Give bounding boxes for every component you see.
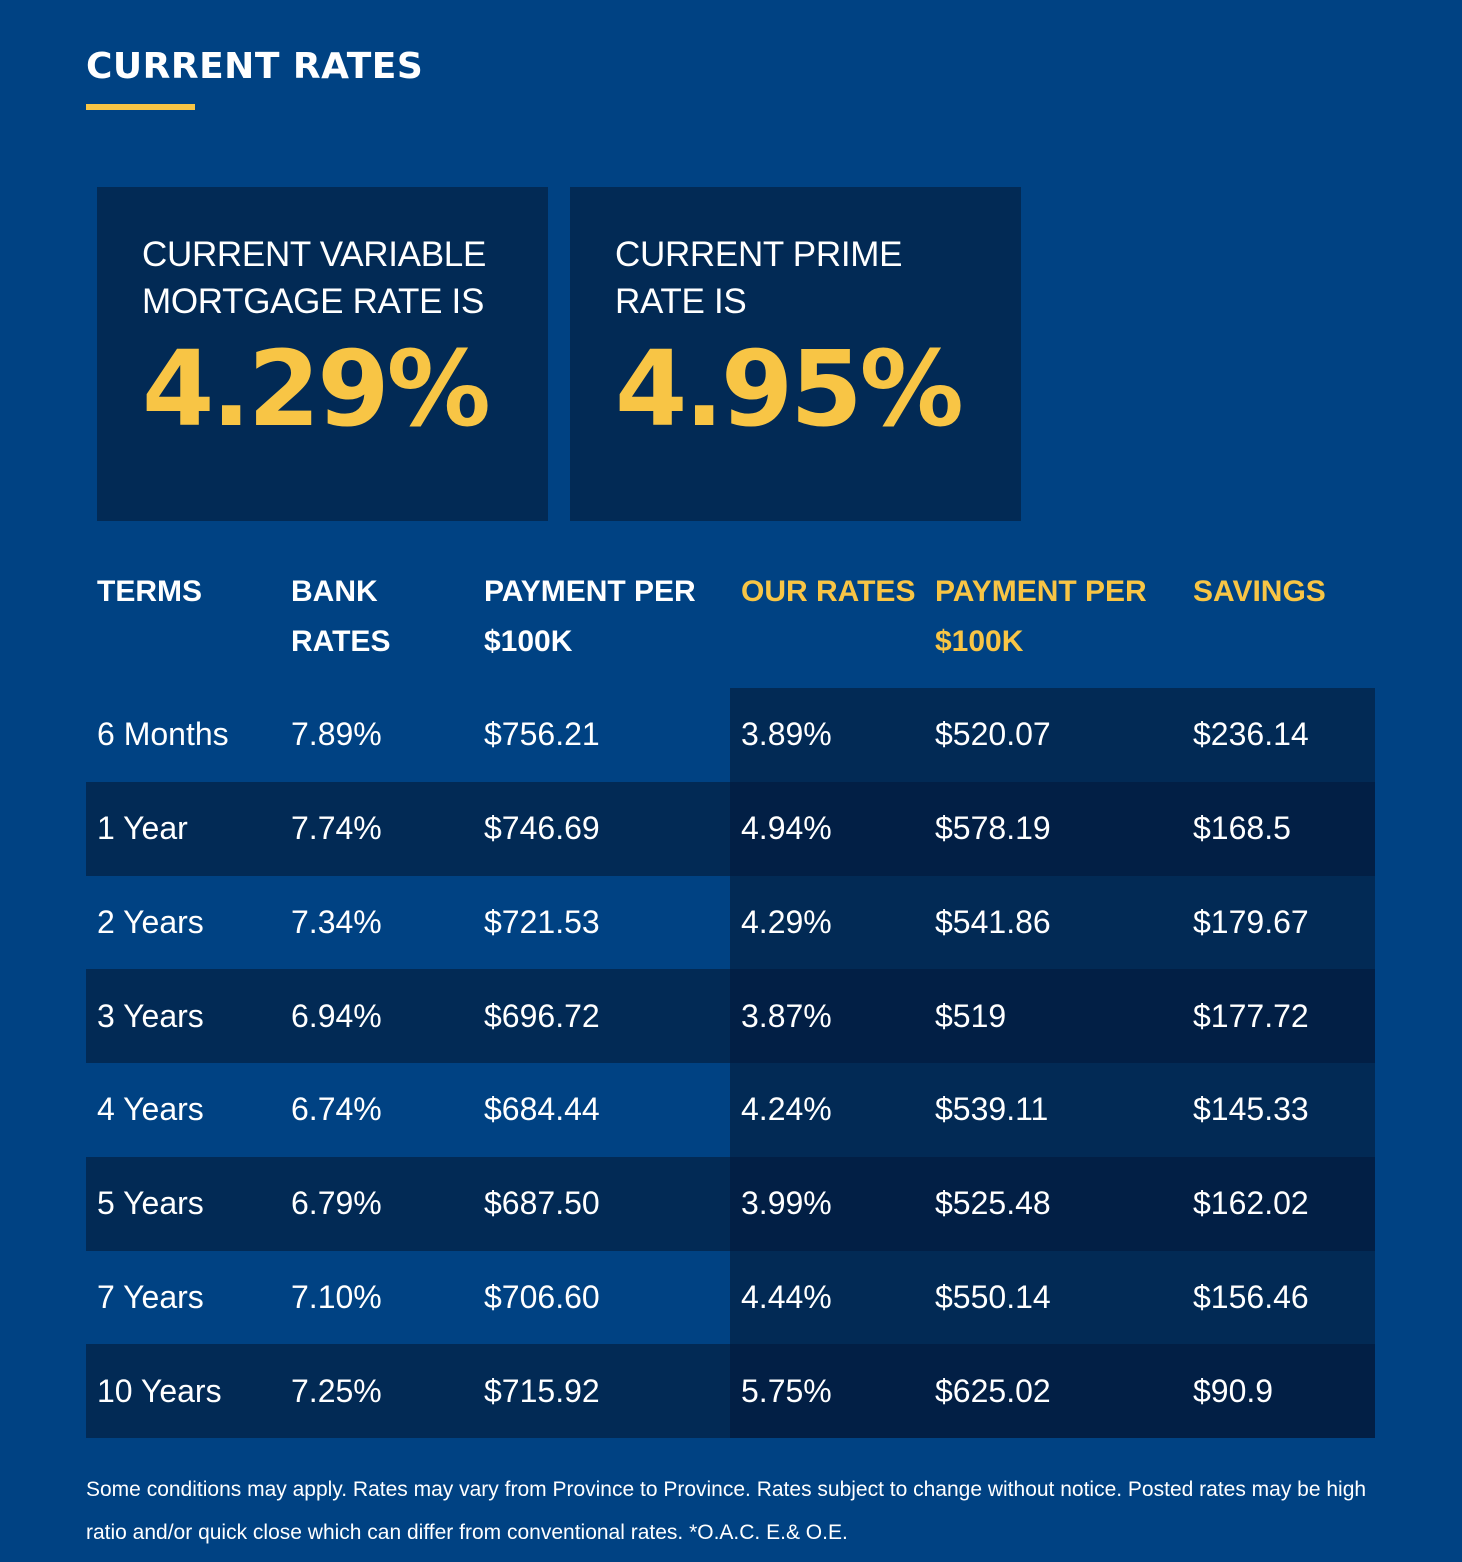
table-row: 2 Years 7.34% $721.53 4.29% $541.86 $179.67	[86, 875, 1375, 970]
our-payment-cell: $525.48	[935, 1185, 1051, 1222]
table-row: 4 Years 6.74% $684.44 4.24% $539.11 $145.33	[86, 1063, 1375, 1157]
table-row: 5 Years 6.79% $687.50 3.99% $525.48 $162.02	[86, 1156, 1375, 1251]
bank-payment-cell: $746.69	[484, 810, 600, 847]
bank-section: 4 Years 6.74% $684.44	[86, 1063, 730, 1157]
bank-section: 6 Months 7.89% $756.21	[86, 688, 730, 782]
savings-cell: $179.67	[1193, 903, 1309, 940]
table-row: 3 Years 6.94% $696.72 3.87% $519 $177.72	[86, 969, 1375, 1063]
term-cell: 10 Years	[97, 1372, 222, 1409]
our-section: 3.89% $520.07 $236.14	[730, 688, 1375, 782]
table-row: 6 Months 7.89% $756.21 3.89% $520.07 $236.14	[86, 688, 1375, 782]
bank-payment-cell: $721.53	[484, 903, 600, 940]
our-section: 4.94% $578.19 $168.5	[730, 781, 1375, 876]
savings-cell: $177.72	[1193, 997, 1309, 1034]
our-section: 4.29% $541.86 $179.67	[730, 875, 1375, 970]
bank-payment-cell: $715.92	[484, 1372, 600, 1409]
savings-cell: $156.46	[1193, 1278, 1309, 1315]
header-bank-rates: BANK RATES	[291, 575, 391, 658]
table-body: 6 Months 7.89% $756.21 3.89% $520.07 $236.14 1…	[86, 688, 1375, 1438]
our-section: 5.75% $625.02 $90.9	[730, 1344, 1375, 1438]
bank-section: 3 Years 6.94% $696.72	[86, 969, 730, 1063]
our-payment-cell: $539.11	[935, 1091, 1049, 1128]
our-section: 4.24% $539.11 $145.33	[730, 1063, 1375, 1157]
bank-payment-cell: $706.60	[484, 1278, 600, 1315]
header-bank-payment: PAYMENT PER $100K	[484, 575, 696, 658]
bank-section: 1 Year 7.74% $746.69	[86, 781, 730, 876]
our-payment-cell: $578.19	[935, 810, 1051, 847]
bank-rate-cell: 6.79%	[291, 1185, 382, 1222]
bank-payment-cell: $687.50	[484, 1185, 600, 1222]
bank-rate-cell: 7.25%	[291, 1372, 382, 1409]
our-rate-cell: 4.29%	[741, 903, 832, 940]
term-cell: 3 Years	[97, 997, 204, 1034]
term-cell: 1 Year	[97, 810, 188, 847]
bank-section: 2 Years 7.34% $721.53	[86, 876, 730, 970]
rates-table: TERMS BANK RATES PAYMENT PER $100K OUR R…	[86, 560, 1375, 1438]
bank-payment-cell: $696.72	[484, 997, 600, 1034]
our-rate-cell: 5.75%	[741, 1372, 832, 1409]
our-rate-cell: 3.87%	[741, 997, 832, 1034]
title-underline	[86, 104, 195, 110]
our-payment-cell: $550.14	[935, 1278, 1051, 1315]
header-our-rates: OUR RATES	[741, 575, 916, 608]
table-row: 7 Years 7.10% $706.60 4.44% $550.14 $156.46	[86, 1250, 1375, 1345]
savings-cell: $90.9	[1193, 1372, 1274, 1409]
term-cell: 2 Years	[97, 903, 204, 940]
term-cell: 4 Years	[97, 1091, 204, 1128]
our-rate-cell: 3.99%	[741, 1185, 832, 1222]
savings-cell: $162.02	[1193, 1185, 1309, 1222]
our-rate-cell: 4.44%	[741, 1278, 832, 1315]
header-savings: SAVINGS	[1193, 575, 1326, 608]
our-payment-cell: $625.02	[935, 1372, 1051, 1409]
savings-cell: $168.5	[1193, 810, 1291, 847]
prime-rate-card: CURRENT PRIME RATE IS 4.95%	[570, 187, 1021, 521]
our-section: 4.44% $550.14 $156.46	[730, 1250, 1375, 1345]
our-payment-cell: $541.86	[935, 903, 1051, 940]
savings-cell: $145.33	[1193, 1091, 1309, 1128]
prime-rate-value: 4.95%	[615, 328, 964, 450]
bank-rate-cell: 7.34%	[291, 903, 382, 940]
our-rate-cell: 4.94%	[741, 810, 832, 847]
bank-section: 7 Years 7.10% $706.60	[86, 1251, 730, 1345]
our-payment-cell: $519	[935, 997, 1007, 1034]
bank-rate-cell: 7.89%	[291, 716, 382, 753]
bank-rate-cell: 7.10%	[291, 1278, 382, 1315]
bank-section: 10 Years 7.25% $715.92	[86, 1344, 730, 1438]
term-cell: 7 Years	[97, 1278, 204, 1315]
term-cell: 5 Years	[97, 1185, 204, 1222]
header-terms: TERMS	[97, 575, 202, 608]
prime-rate-label: CURRENT PRIME RATE IS	[615, 235, 903, 321]
bank-section: 5 Years 6.79% $687.50	[86, 1156, 730, 1251]
our-section: 3.99% $525.48 $162.02	[730, 1156, 1375, 1251]
bank-rate-cell: 6.74%	[291, 1091, 382, 1128]
page-title: CURRENT RATES	[86, 46, 424, 87]
our-payment-cell: $520.07	[935, 716, 1051, 753]
table-row: 1 Year 7.74% $746.69 4.94% $578.19 $168.5	[86, 781, 1375, 876]
savings-cell: $236.14	[1193, 716, 1309, 753]
variable-rate-value: 4.29%	[142, 328, 491, 450]
bank-payment-cell: $684.44	[484, 1091, 600, 1128]
bank-rate-cell: 7.74%	[291, 810, 382, 847]
header-our-payment: PAYMENT PER $100K	[935, 575, 1147, 658]
our-rate-cell: 4.24%	[741, 1091, 832, 1128]
variable-rate-label: CURRENT VARIABLE MORTGAGE RATE IS	[142, 235, 486, 321]
variable-rate-card: CURRENT VARIABLE MORTGAGE RATE IS 4.29%	[97, 187, 548, 521]
table-row: 10 Years 7.25% $715.92 5.75% $625.02 $90.9	[86, 1344, 1375, 1438]
bank-payment-cell: $756.21	[484, 716, 600, 753]
disclaimer: Some conditions may apply. Rates may var…	[86, 1478, 1367, 1544]
term-cell: 6 Months	[97, 716, 229, 753]
table-header: TERMS BANK RATES PAYMENT PER $100K OUR R…	[86, 560, 1375, 688]
bank-rate-cell: 6.94%	[291, 997, 382, 1034]
our-section: 3.87% $519 $177.72	[730, 969, 1375, 1063]
our-rate-cell: 3.89%	[741, 716, 832, 753]
